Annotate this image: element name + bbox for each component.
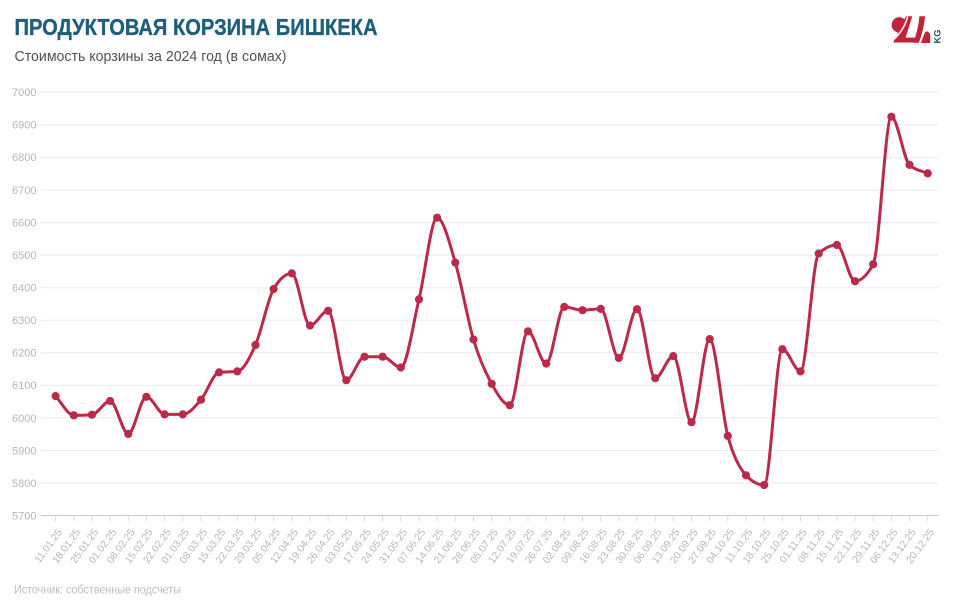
- svg-text:6800: 6800: [12, 152, 36, 164]
- svg-text:KG: KG: [932, 30, 941, 44]
- svg-text:6700: 6700: [12, 185, 36, 197]
- svg-text:5700: 5700: [12, 510, 36, 522]
- svg-text:6400: 6400: [12, 283, 36, 295]
- svg-text:6300: 6300: [12, 315, 36, 327]
- svg-text:5900: 5900: [12, 445, 36, 457]
- svg-text:7000: 7000: [12, 87, 36, 99]
- svg-text:6200: 6200: [12, 348, 36, 360]
- svg-text:5800: 5800: [12, 478, 36, 490]
- svg-text:6100: 6100: [12, 380, 36, 392]
- svg-text:6500: 6500: [12, 250, 36, 262]
- svg-text:Стоимость корзины за 2024 год: Стоимость корзины за 2024 год (в сомах): [15, 48, 287, 65]
- svg-text:6900: 6900: [12, 120, 36, 132]
- svg-text:ПРОДУКТОВАЯ КОРЗИНА БИШКЕКА: ПРОДУКТОВАЯ КОРЗИНА БИШКЕКА: [15, 14, 378, 40]
- svg-text:6000: 6000: [12, 413, 36, 425]
- svg-text:Источник: собственные подсчеты: Источник: собственные подсчеты: [14, 583, 181, 597]
- svg-text:6600: 6600: [12, 217, 36, 229]
